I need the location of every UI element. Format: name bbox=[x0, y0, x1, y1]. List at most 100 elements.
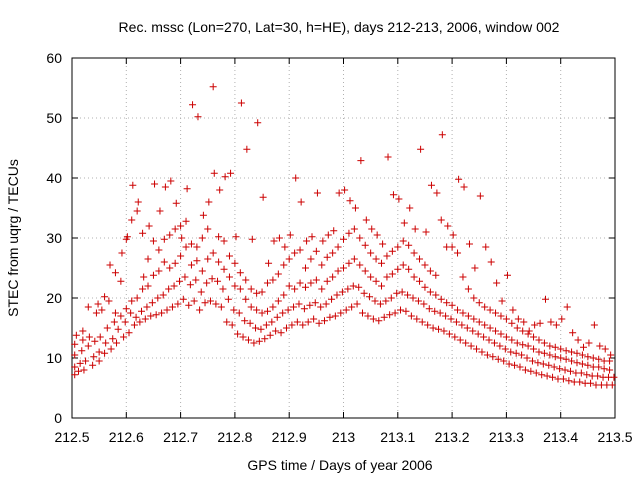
data-point bbox=[274, 297, 282, 305]
data-point bbox=[417, 145, 425, 153]
data-point bbox=[433, 189, 441, 197]
data-point bbox=[156, 207, 164, 215]
data-point bbox=[118, 249, 126, 257]
data-point bbox=[106, 261, 114, 269]
data-point bbox=[317, 303, 325, 311]
data-point bbox=[508, 336, 516, 344]
data-point bbox=[98, 306, 106, 314]
data-point bbox=[494, 355, 502, 363]
data-point bbox=[285, 255, 293, 263]
data-point bbox=[400, 219, 408, 227]
data-point bbox=[221, 173, 229, 181]
data-point bbox=[85, 333, 93, 341]
data-point bbox=[361, 267, 369, 275]
data-point bbox=[128, 216, 136, 224]
data-point bbox=[502, 333, 510, 341]
data-point bbox=[546, 351, 554, 359]
data-point bbox=[171, 225, 179, 233]
data-point bbox=[273, 313, 281, 321]
data-point bbox=[198, 234, 206, 242]
data-point bbox=[356, 261, 364, 269]
data-point bbox=[102, 339, 110, 347]
data-point bbox=[133, 207, 141, 215]
data-point bbox=[519, 327, 527, 335]
data-point bbox=[301, 283, 309, 291]
data-point bbox=[258, 309, 266, 317]
data-point bbox=[538, 371, 546, 379]
data-point bbox=[121, 318, 129, 326]
data-point bbox=[387, 294, 395, 302]
data-point bbox=[583, 371, 591, 379]
data-point bbox=[361, 241, 369, 249]
x-axis-label: GPS time / Days of year 2006 bbox=[247, 457, 432, 473]
data-point bbox=[587, 379, 595, 387]
data-point bbox=[237, 99, 245, 107]
x-tick-label: 213.2 bbox=[435, 429, 470, 445]
x-tick-label: 213.5 bbox=[597, 429, 632, 445]
data-point bbox=[608, 381, 616, 389]
data-point bbox=[514, 315, 522, 323]
data-point bbox=[350, 255, 358, 263]
data-point bbox=[171, 259, 179, 267]
data-point bbox=[590, 321, 598, 329]
x-tick-label: 212.9 bbox=[272, 429, 307, 445]
data-point bbox=[163, 306, 171, 314]
data-point bbox=[217, 303, 225, 311]
data-point bbox=[545, 361, 553, 369]
data-point bbox=[71, 340, 79, 348]
data-point bbox=[349, 282, 357, 290]
data-point bbox=[540, 349, 548, 357]
data-point bbox=[500, 357, 508, 365]
data-point bbox=[320, 317, 328, 325]
data-point bbox=[595, 355, 603, 363]
data-point bbox=[168, 303, 176, 311]
data-point bbox=[177, 222, 185, 230]
data-point bbox=[248, 235, 256, 243]
data-point bbox=[524, 342, 532, 350]
data-point bbox=[371, 297, 379, 305]
data-point bbox=[532, 369, 540, 377]
data-point bbox=[210, 169, 218, 177]
data-point bbox=[577, 369, 585, 377]
data-point bbox=[437, 295, 445, 303]
x-tick-label: 212.7 bbox=[163, 429, 198, 445]
data-point bbox=[359, 309, 367, 317]
data-point bbox=[413, 315, 421, 323]
data-point bbox=[230, 306, 238, 314]
data-point bbox=[464, 312, 472, 320]
data-point bbox=[348, 303, 356, 311]
data-point bbox=[335, 189, 343, 197]
data-point bbox=[462, 339, 470, 347]
data-point bbox=[550, 363, 558, 371]
data-point bbox=[269, 303, 277, 311]
data-point bbox=[338, 288, 346, 296]
data-point bbox=[107, 345, 115, 353]
data-point bbox=[113, 339, 121, 347]
data-point bbox=[364, 312, 372, 320]
data-point bbox=[513, 339, 521, 347]
data-point bbox=[492, 327, 500, 335]
data-point bbox=[204, 255, 212, 263]
data-point bbox=[465, 240, 473, 248]
y-tick-label: 60 bbox=[46, 50, 62, 66]
data-point bbox=[181, 273, 189, 281]
data-point bbox=[257, 325, 265, 333]
data-point bbox=[502, 315, 510, 323]
data-point bbox=[129, 181, 137, 189]
data-point bbox=[318, 261, 326, 269]
data-point bbox=[258, 288, 266, 296]
data-point bbox=[405, 241, 413, 249]
data-point bbox=[552, 321, 560, 329]
data-point bbox=[424, 321, 432, 329]
data-point bbox=[584, 361, 592, 369]
data-point bbox=[286, 231, 294, 239]
data-point bbox=[239, 333, 247, 341]
data-point bbox=[261, 335, 269, 343]
data-point bbox=[578, 360, 586, 368]
data-point bbox=[205, 198, 213, 206]
data-point bbox=[447, 315, 455, 323]
data-point bbox=[319, 237, 327, 245]
data-point bbox=[467, 342, 475, 350]
data-point bbox=[594, 372, 602, 380]
data-point bbox=[388, 270, 396, 278]
